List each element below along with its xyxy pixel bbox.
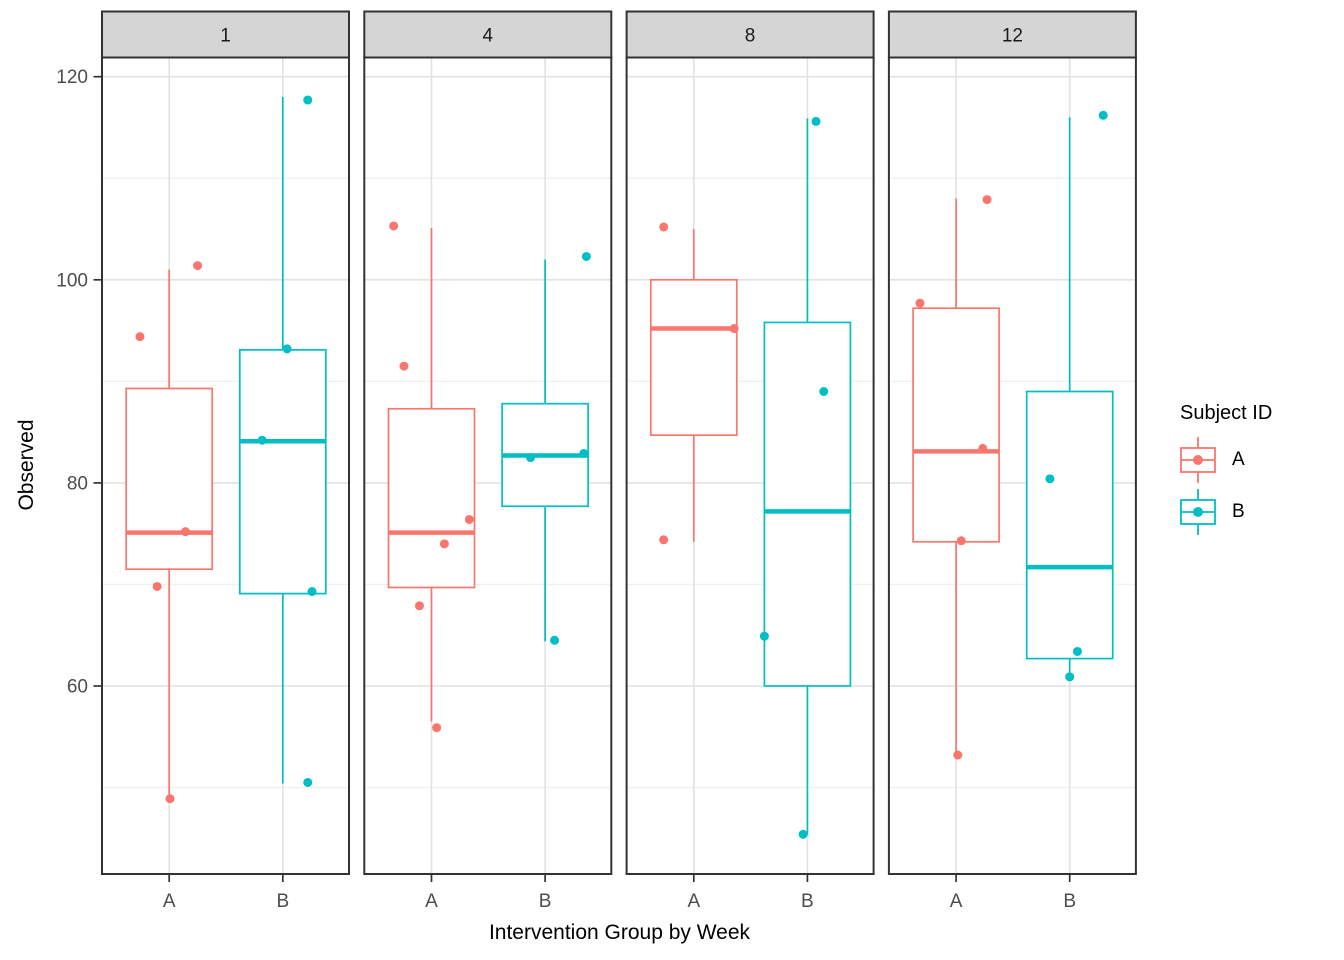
x-tick-label: A: [425, 891, 438, 912]
jitter-point-week1-B: [282, 344, 292, 354]
box-rect-week1-A: [125, 387, 214, 571]
jitter-point-week4-A: [439, 539, 449, 549]
facet-strip-label: 12: [1002, 26, 1023, 47]
jitter-point-week12-A: [982, 195, 992, 205]
jitter-point-week12-B: [1098, 110, 1108, 120]
jitter-point-week4-B: [550, 635, 560, 645]
x-tick-label: B: [539, 891, 552, 912]
jitter-point-week4-A: [414, 601, 424, 611]
jitter-point-week4-B: [579, 448, 589, 458]
y-tick-label: 120: [56, 67, 88, 88]
y-tick-label: 60: [67, 677, 88, 698]
box-rect-week12-A: [912, 307, 1000, 543]
jitter-point-week8-B: [811, 116, 821, 126]
x-tick-label: A: [163, 891, 176, 912]
jitter-point-week4-A: [432, 723, 442, 733]
jitter-point-week12-A: [956, 536, 966, 546]
jitter-point-week1-A: [152, 581, 162, 591]
facet-strip-label: 4: [483, 26, 494, 47]
jitter-point-week8-A: [659, 535, 669, 545]
jitter-point-week8-A: [659, 222, 669, 232]
jitter-point-week8-B: [819, 387, 829, 397]
box-rect-week8-B: [763, 321, 852, 687]
jitter-point-week1-B: [303, 95, 313, 105]
jitter-point-week8-A: [729, 324, 739, 334]
legend-entry-A: A: [1178, 437, 1338, 483]
jitter-point-week12-B: [1065, 672, 1075, 682]
jitter-point-week12-B: [1045, 474, 1055, 484]
box-rect-week1-B: [238, 349, 327, 595]
jitter-point-week1-A: [193, 261, 203, 271]
legend-key-boxplot-glyph: [1180, 437, 1216, 483]
jitter-point-week4-A: [389, 221, 399, 231]
jitter-point-week8-B: [759, 631, 769, 641]
jitter-point-week4-B: [525, 453, 535, 463]
jitter-point-week1-B: [307, 587, 317, 597]
facet-strip-label: 8: [745, 26, 756, 47]
legend-entry-label: A: [1232, 449, 1245, 470]
box-rect-week12-B: [1025, 390, 1114, 660]
jitter-point-week8-B: [798, 829, 808, 839]
x-tick-label: A: [687, 891, 700, 912]
y-tick-label: 80: [67, 473, 88, 494]
box-rect-week4-A: [387, 407, 476, 589]
box-rect-week8-A: [649, 278, 738, 437]
legend-entry-B: B: [1178, 489, 1338, 535]
x-tick-label: A: [950, 891, 963, 912]
jitter-point-week12-A: [978, 443, 988, 453]
x-tick-label: B: [801, 891, 814, 912]
facet-strip: [625, 10, 875, 59]
jitter-point-week4-B: [581, 251, 591, 261]
facet-strip: [101, 10, 350, 59]
legend-entry-label: B: [1232, 501, 1245, 522]
facet-strip: [887, 10, 1137, 59]
jitter-point-week1-B: [303, 777, 313, 787]
legend-title: Subject ID: [1180, 402, 1273, 424]
x-axis-title: Intervention Group by Week: [488, 921, 751, 944]
x-tick-label: B: [1063, 891, 1076, 912]
x-tick-label: B: [276, 891, 289, 912]
jitter-point-week1-A: [181, 527, 191, 537]
legend-key-boxplot-glyph: [1180, 489, 1216, 535]
jitter-point-week4-A: [464, 514, 474, 524]
y-tick-label: 100: [56, 270, 88, 291]
jitter-point-week12-B: [1072, 646, 1082, 656]
facet-strip-label: 1: [220, 26, 231, 47]
jitter-point-week12-A: [915, 298, 925, 308]
y-axis-title: Observed: [15, 419, 38, 511]
jitter-point-week1-A: [135, 332, 145, 342]
jitter-point-week12-A: [953, 750, 963, 760]
jitter-point-week1-A: [165, 794, 175, 804]
jitter-point-week1-B: [257, 435, 267, 445]
facet-strip: [363, 10, 613, 59]
jitter-point-week4-A: [399, 361, 409, 371]
